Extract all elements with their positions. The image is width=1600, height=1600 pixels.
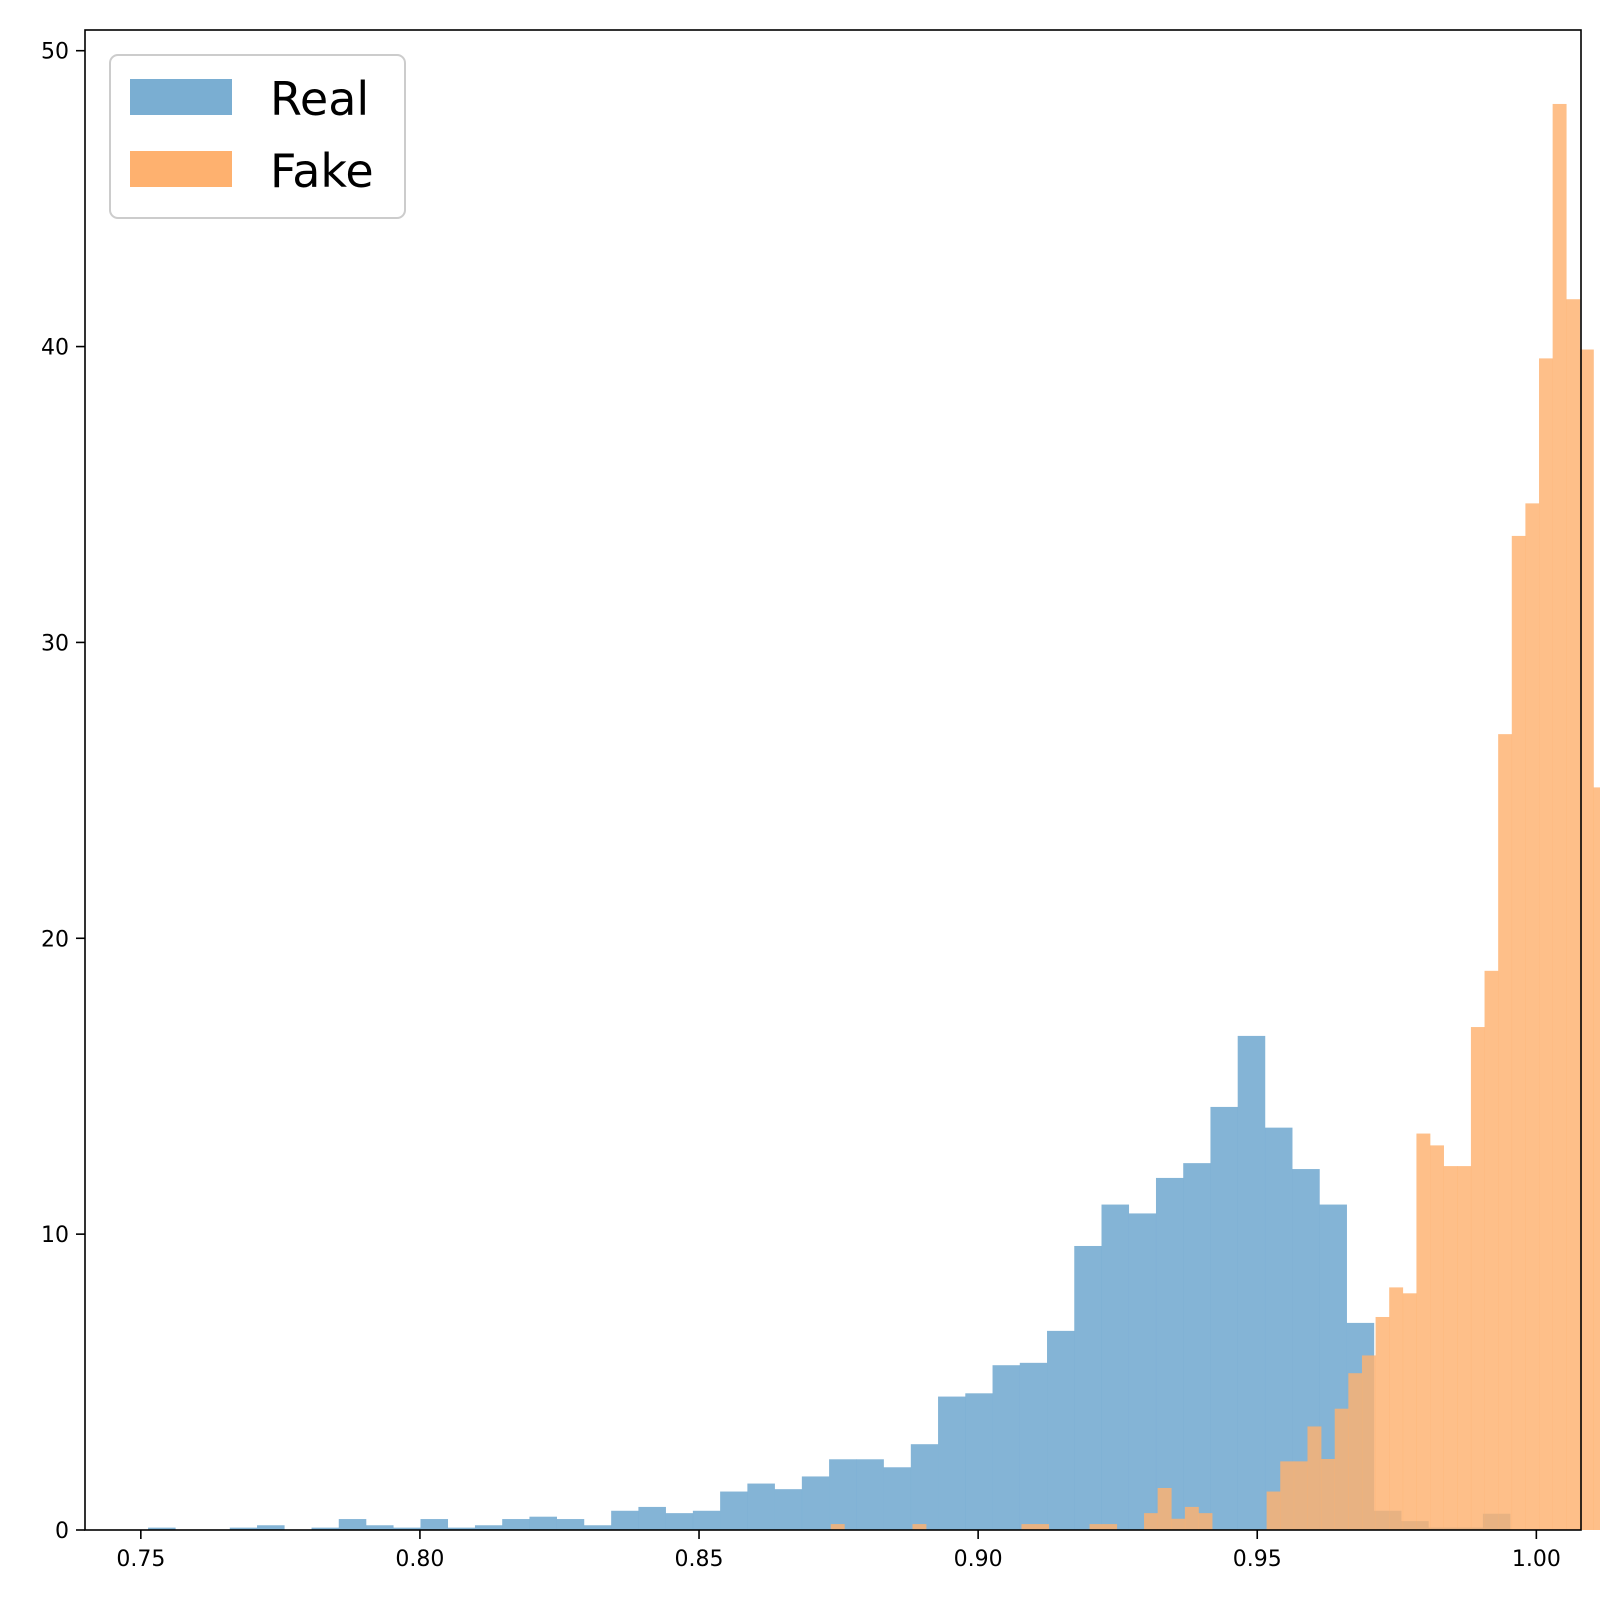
bar-fake-14 xyxy=(1021,1524,1036,1530)
bar-fake-53 xyxy=(1552,103,1567,1531)
bar-fake-46 xyxy=(1457,1166,1472,1530)
y-tick-label: 50 xyxy=(41,40,69,65)
x-axis: 0.75 0.80 0.85 0.90 0.95 1.00 xyxy=(116,1530,1561,1572)
bar-fake-56 xyxy=(1593,787,1600,1530)
bar-real-23 xyxy=(774,1489,803,1530)
bar-real-38 xyxy=(1183,1163,1211,1530)
bar-real-18 xyxy=(638,1506,666,1530)
bar-fake-36 xyxy=(1321,1458,1336,1530)
legend-swatch-real xyxy=(130,79,232,115)
bar-real-4 xyxy=(257,1525,285,1530)
bar-fake-37 xyxy=(1334,1408,1349,1530)
bar-fake-50 xyxy=(1511,535,1526,1530)
bar-fake-43 xyxy=(1416,1133,1431,1530)
bar-real-17 xyxy=(611,1510,639,1530)
bar-real-28 xyxy=(910,1444,939,1530)
bar-fake-48 xyxy=(1484,970,1499,1530)
bar-fake-26 xyxy=(1184,1506,1199,1530)
bar-fake-15 xyxy=(1035,1524,1049,1530)
bar-fake-6 xyxy=(912,1524,927,1530)
bar-fake-40 xyxy=(1375,1316,1390,1530)
bar-real-33 xyxy=(1047,1330,1075,1530)
bar-real-11 xyxy=(447,1527,476,1530)
bar-fake-32 xyxy=(1266,1491,1281,1530)
bar-fake-20 xyxy=(1103,1524,1118,1530)
bar-fake-34 xyxy=(1293,1461,1308,1530)
x-tick-label: 0.95 xyxy=(1233,1547,1282,1572)
bar-real-15 xyxy=(556,1519,585,1530)
plot-frame xyxy=(84,29,1582,1531)
x-tick-label: 0.85 xyxy=(675,1547,724,1572)
bar-real-7 xyxy=(338,1519,367,1530)
bar-real-14 xyxy=(529,1516,557,1530)
bar-real-37 xyxy=(1155,1177,1184,1530)
bar-real-29 xyxy=(938,1396,966,1530)
bar-real-3 xyxy=(229,1527,258,1530)
bar-real-32 xyxy=(1019,1362,1048,1530)
bar-fake-54 xyxy=(1566,299,1581,1531)
bar-fake-44 xyxy=(1430,1145,1444,1530)
bar-fake-39 xyxy=(1361,1355,1376,1530)
bar-fake-24 xyxy=(1157,1487,1172,1530)
bar-real-8 xyxy=(366,1525,394,1530)
y-tick-label: 10 xyxy=(41,1223,69,1248)
bar-fake-55 xyxy=(1579,349,1594,1531)
legend-label-fake: Fake xyxy=(270,144,374,198)
bar-real-16 xyxy=(583,1525,612,1530)
x-tick-label: 0.75 xyxy=(116,1547,165,1572)
x-tick-label: 0.80 xyxy=(395,1547,444,1572)
bar-real-9 xyxy=(393,1527,421,1530)
bar-fake-41 xyxy=(1389,1287,1404,1530)
bar-fake-27 xyxy=(1198,1513,1213,1530)
legend-swatch-fake xyxy=(130,151,232,187)
bar-fake-42 xyxy=(1402,1293,1417,1530)
bar-fake-33 xyxy=(1280,1461,1295,1530)
bar-real-31 xyxy=(992,1365,1021,1530)
bar-real-0 xyxy=(148,1527,176,1530)
bar-fake-49 xyxy=(1498,734,1513,1530)
bar-fake-23 xyxy=(1144,1513,1158,1530)
bar-real-6 xyxy=(311,1527,340,1530)
bar-fake-45 xyxy=(1443,1166,1458,1530)
bar-real-12 xyxy=(474,1525,503,1530)
x-tick-label: 0.90 xyxy=(954,1547,1003,1572)
bar-real-39 xyxy=(1210,1106,1239,1530)
bar-fake-25 xyxy=(1171,1518,1186,1530)
y-axis: 0 10 20 30 40 50 xyxy=(41,40,85,1544)
y-tick-label: 20 xyxy=(41,927,69,952)
bar-fake-47 xyxy=(1470,1027,1485,1530)
bar-fake-35 xyxy=(1307,1426,1322,1530)
bar-real-24 xyxy=(801,1476,830,1530)
bar-real-40 xyxy=(1237,1035,1266,1530)
bar-real-22 xyxy=(747,1483,775,1530)
bar-real-21 xyxy=(720,1491,748,1530)
bar-fake-52 xyxy=(1539,358,1553,1531)
bar-fake-0 xyxy=(830,1524,845,1530)
bar-real-30 xyxy=(965,1393,993,1530)
bar-real-26 xyxy=(856,1459,884,1530)
bar-real-25 xyxy=(829,1459,857,1530)
bar-fake-51 xyxy=(1525,503,1540,1530)
bar-real-36 xyxy=(1128,1213,1157,1530)
bar-real-19 xyxy=(665,1513,694,1530)
bar-real-35 xyxy=(1101,1204,1130,1530)
y-tick-label: 30 xyxy=(41,631,69,656)
bar-real-20 xyxy=(692,1510,721,1530)
bar-fake-38 xyxy=(1348,1373,1363,1530)
bar-real-10 xyxy=(420,1519,449,1530)
bar-real-13 xyxy=(502,1519,530,1530)
y-tick-label: 0 xyxy=(55,1519,69,1544)
legend: Real Fake xyxy=(109,54,406,219)
bar-fake-19 xyxy=(1089,1524,1104,1530)
y-tick-label: 40 xyxy=(41,336,69,361)
series-fake-bars xyxy=(830,103,1600,1531)
x-tick-label: 1.00 xyxy=(1512,1547,1561,1572)
legend-label-real: Real xyxy=(270,72,369,126)
bar-real-34 xyxy=(1074,1245,1102,1530)
bar-real-27 xyxy=(883,1467,912,1530)
